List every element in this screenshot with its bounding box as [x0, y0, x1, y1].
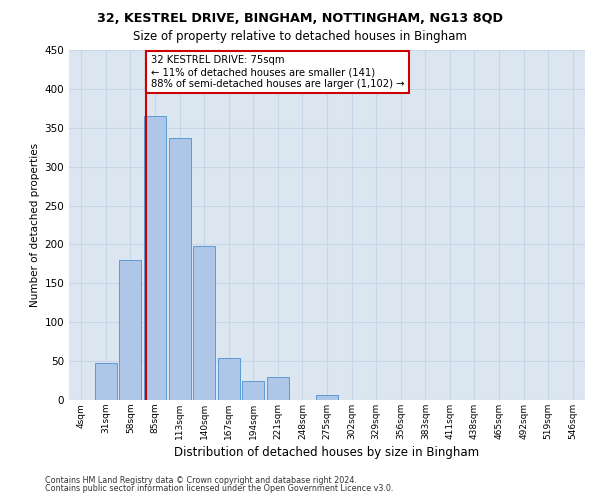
Bar	[169, 138, 191, 400]
Bar	[144, 116, 166, 400]
Text: Contains public sector information licensed under the Open Government Licence v3: Contains public sector information licen…	[45, 484, 394, 493]
Bar	[119, 260, 142, 400]
Bar	[95, 364, 117, 400]
Text: 32, KESTREL DRIVE, BINGHAM, NOTTINGHAM, NG13 8QD: 32, KESTREL DRIVE, BINGHAM, NOTTINGHAM, …	[97, 12, 503, 26]
Bar	[193, 246, 215, 400]
Bar	[242, 380, 265, 400]
Text: Contains HM Land Registry data © Crown copyright and database right 2024.: Contains HM Land Registry data © Crown c…	[45, 476, 357, 485]
Bar	[218, 358, 240, 400]
Bar	[316, 396, 338, 400]
Bar	[267, 376, 289, 400]
Y-axis label: Number of detached properties: Number of detached properties	[30, 143, 40, 307]
Text: 32 KESTREL DRIVE: 75sqm
← 11% of detached houses are smaller (141)
88% of semi-d: 32 KESTREL DRIVE: 75sqm ← 11% of detache…	[151, 56, 404, 88]
Text: Size of property relative to detached houses in Bingham: Size of property relative to detached ho…	[133, 30, 467, 43]
X-axis label: Distribution of detached houses by size in Bingham: Distribution of detached houses by size …	[175, 446, 479, 459]
